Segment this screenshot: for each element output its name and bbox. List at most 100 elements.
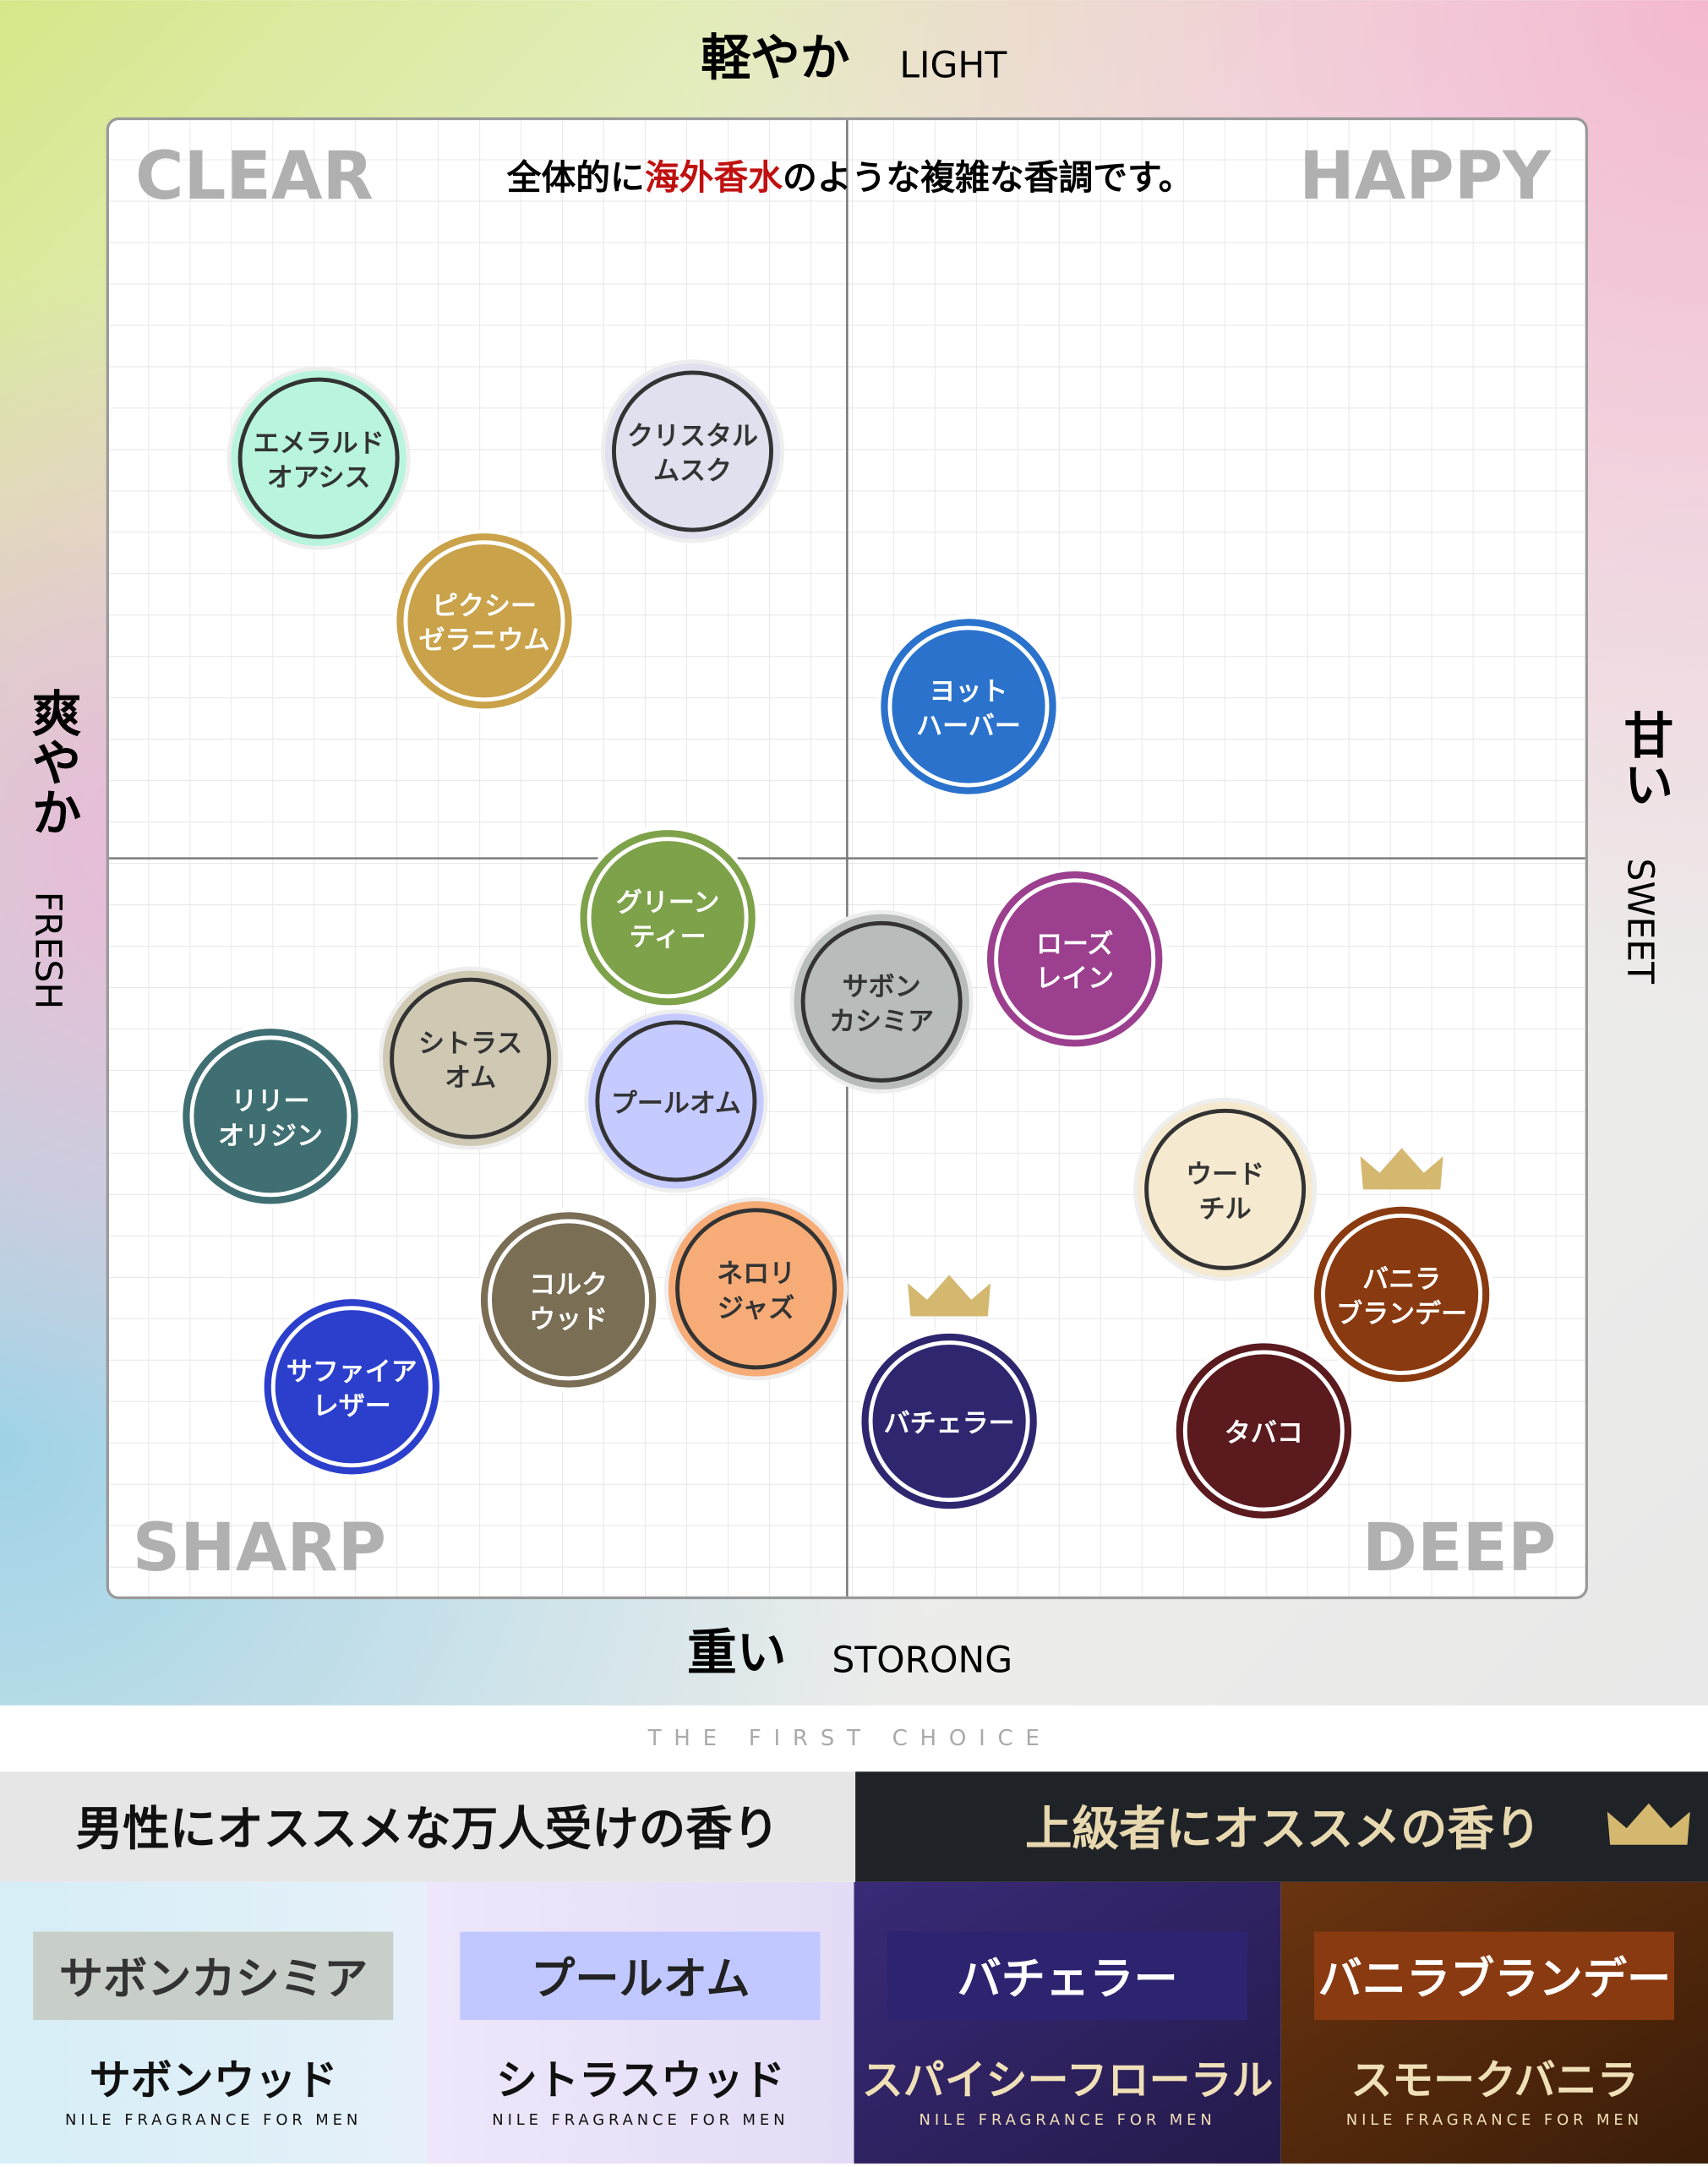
node-label: レザー bbox=[313, 1391, 391, 1422]
node-label: ハーバー bbox=[916, 711, 1021, 741]
product-panel bbox=[427, 1881, 854, 2164]
section-title: 上級者にオススメの香り bbox=[1025, 1802, 1542, 1857]
node-ring bbox=[488, 1219, 650, 1381]
node-circle bbox=[576, 826, 760, 1010]
node-ring bbox=[1182, 1350, 1345, 1512]
node-ring bbox=[237, 377, 400, 539]
node-ring bbox=[403, 540, 565, 702]
product-scent: スモークバニラ bbox=[1351, 2056, 1638, 2104]
headline-part: 全体的に bbox=[506, 157, 645, 198]
node-label: カシミア bbox=[829, 1007, 934, 1037]
node-label: ウッド bbox=[529, 1304, 608, 1335]
product-scent: シトラスウッド bbox=[496, 2056, 785, 2104]
node-label: シトラス bbox=[418, 1029, 522, 1059]
headline: 全体的に海外香水のような複雑な香調です。 bbox=[506, 157, 1193, 198]
node-label: バニラ bbox=[1362, 1264, 1441, 1295]
node-circle bbox=[1133, 1097, 1318, 1281]
axis-label: FRESH bbox=[26, 892, 68, 1010]
node-circle bbox=[226, 366, 411, 550]
node-circle bbox=[392, 529, 576, 713]
product-scent: サボンウッド bbox=[90, 2056, 338, 2104]
node-label: ティー bbox=[630, 922, 707, 952]
node-label: オリジン bbox=[218, 1121, 323, 1151]
node-label: チル bbox=[1199, 1194, 1252, 1225]
node-ring bbox=[675, 1208, 838, 1370]
node-label: サファイア bbox=[286, 1356, 417, 1387]
node-ring bbox=[887, 625, 1050, 788]
quadrant-label: CLEAR bbox=[135, 138, 374, 215]
quadrant-label: DEEP bbox=[1362, 1509, 1557, 1586]
axis-label: STORONG bbox=[832, 1640, 1012, 1682]
node-circle bbox=[379, 966, 563, 1150]
node-label: ウード bbox=[1186, 1160, 1264, 1190]
node-circle bbox=[584, 1009, 768, 1193]
axis-label: LIGHT bbox=[899, 46, 1007, 87]
node-ring bbox=[189, 1035, 352, 1198]
node-ring bbox=[1144, 1108, 1307, 1270]
node-label: コルク bbox=[529, 1270, 608, 1301]
section-title: 男性にオススメな万人受けの香り bbox=[76, 1802, 780, 1857]
node-label: バチェラー bbox=[884, 1409, 1015, 1439]
tagline-band bbox=[0, 1705, 1708, 1772]
product-name: プールオム bbox=[531, 1954, 750, 2005]
node-label: サボン bbox=[843, 972, 921, 1002]
product-name-box bbox=[460, 1931, 821, 2021]
node-label: ブランデー bbox=[1336, 1299, 1467, 1329]
node-label: グリーン bbox=[616, 887, 719, 918]
node-label: ピクシー bbox=[432, 591, 537, 621]
product-name-box bbox=[1313, 1931, 1675, 2021]
node-circle bbox=[477, 1208, 661, 1392]
crown-icon bbox=[908, 1275, 991, 1317]
axis-label: 重い bbox=[687, 1623, 787, 1681]
product-brand: NILE FRAGRANCE FOR MEN bbox=[919, 2111, 1216, 2129]
node-circle bbox=[1171, 1339, 1356, 1523]
section-header bbox=[0, 1771, 856, 1882]
node-label: オム bbox=[445, 1063, 496, 1094]
product-name: サボンカシミア bbox=[59, 1954, 368, 2005]
headline-highlight: 海外香水 bbox=[645, 157, 783, 198]
product-brand: NILE FRAGRANCE FOR MEN bbox=[65, 2111, 362, 2129]
node-label: ネロリ bbox=[717, 1259, 795, 1290]
node-label: エメラルド bbox=[254, 428, 385, 459]
node-circle bbox=[983, 867, 1167, 1051]
node-label: レイン bbox=[1035, 963, 1114, 994]
headline-part: のような複雑な香調です。 bbox=[783, 157, 1192, 198]
node-ring bbox=[587, 837, 749, 999]
node-label: リリー bbox=[231, 1086, 309, 1116]
node-circle bbox=[259, 1295, 444, 1479]
product-panel bbox=[0, 1881, 428, 2164]
product-name-box bbox=[33, 1931, 394, 2021]
crown-icon bbox=[1360, 1148, 1443, 1190]
product-brand: NILE FRAGRANCE FOR MEN bbox=[1346, 2111, 1643, 2129]
node-label: タバコ bbox=[1225, 1418, 1303, 1449]
axis-label: SWEET bbox=[1618, 859, 1660, 985]
product-panel bbox=[854, 1881, 1281, 2164]
node-circle bbox=[1310, 1202, 1494, 1386]
product-name-box bbox=[887, 1931, 1247, 2021]
axis-label: 爽やか bbox=[24, 687, 82, 836]
node-ring bbox=[270, 1306, 433, 1468]
node-circle bbox=[664, 1197, 849, 1381]
node-circle bbox=[178, 1024, 363, 1209]
node-circle bbox=[789, 909, 974, 1094]
node-label: プールオム bbox=[611, 1089, 741, 1119]
node-circle bbox=[600, 359, 785, 543]
node-label: オアシス bbox=[267, 463, 371, 494]
product-name: バチェラー bbox=[958, 1954, 1178, 2005]
node-ring bbox=[612, 370, 774, 532]
node-label: ヨット bbox=[929, 677, 1007, 707]
node-circle bbox=[876, 614, 1061, 799]
node-label: ジャズ bbox=[718, 1293, 794, 1324]
node-circle bbox=[857, 1329, 1041, 1514]
node-ring bbox=[390, 977, 552, 1139]
node-ring bbox=[994, 878, 1156, 1040]
axis-label: 軽やか bbox=[701, 28, 849, 86]
node-label: ムスク bbox=[653, 456, 732, 486]
crown-icon bbox=[1607, 1803, 1690, 1845]
node-ring bbox=[1321, 1213, 1483, 1375]
node-label: ゼラニウム bbox=[418, 625, 549, 656]
product-panel bbox=[1280, 1881, 1708, 2164]
